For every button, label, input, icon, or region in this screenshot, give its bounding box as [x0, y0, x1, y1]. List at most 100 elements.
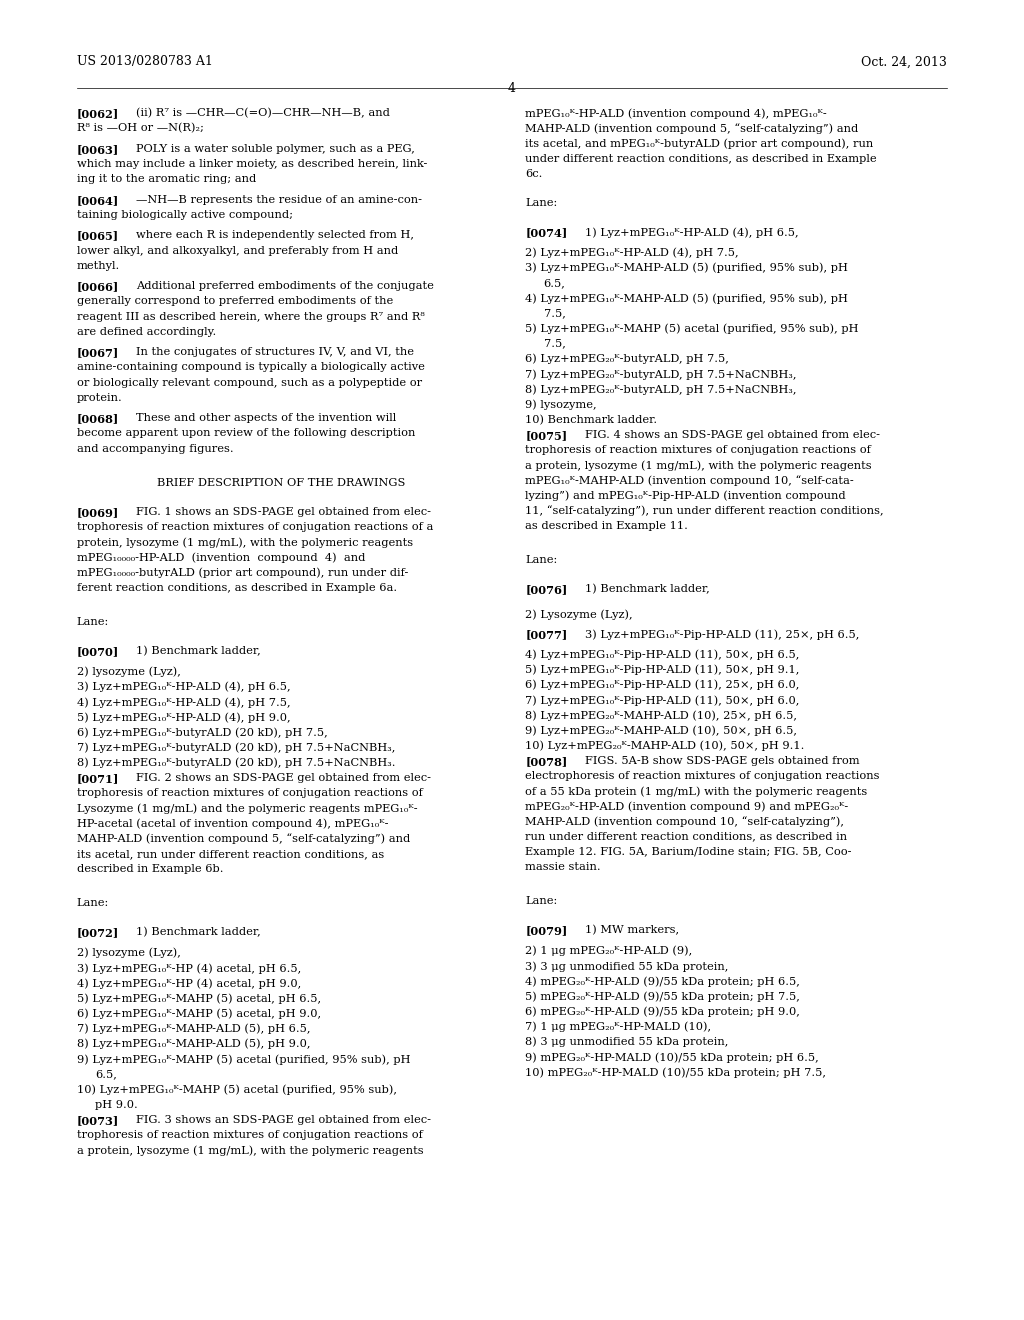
Text: [0068]: [0068] — [77, 413, 119, 424]
Text: mPEG₂₀ᴷ-HP-ALD (invention compound 9) and mPEG₂₀ᴷ-: mPEG₂₀ᴷ-HP-ALD (invention compound 9) an… — [525, 801, 849, 812]
Text: 6) Lyz+mPEG₁₀ᴷ-butyrALD (20 kD), pH 7.5,: 6) Lyz+mPEG₁₀ᴷ-butyrALD (20 kD), pH 7.5, — [77, 727, 328, 738]
Text: 4) Lyz+mPEG₁₀ᴷ-HP (4) acetal, pH 9.0,: 4) Lyz+mPEG₁₀ᴷ-HP (4) acetal, pH 9.0, — [77, 978, 301, 989]
Text: its acetal, and mPEG₁₀ᴷ-butyrALD (prior art compound), run: its acetal, and mPEG₁₀ᴷ-butyrALD (prior … — [525, 139, 873, 149]
Text: 6.5,: 6.5, — [544, 277, 565, 288]
Text: In the conjugates of structures IV, V, and VI, the: In the conjugates of structures IV, V, a… — [136, 347, 414, 358]
Text: as described in Example 11.: as described in Example 11. — [525, 520, 688, 531]
Text: trophoresis of reaction mixtures of conjugation reactions of: trophoresis of reaction mixtures of conj… — [77, 1130, 423, 1140]
Text: ing it to the aromatic ring; and: ing it to the aromatic ring; and — [77, 174, 256, 185]
Text: Lane:: Lane: — [77, 616, 109, 627]
Text: 5) Lyz+mPEG₁₀ᴷ-HP-ALD (4), pH 9.0,: 5) Lyz+mPEG₁₀ᴷ-HP-ALD (4), pH 9.0, — [77, 711, 291, 723]
Text: BRIEF DESCRIPTION OF THE DRAWINGS: BRIEF DESCRIPTION OF THE DRAWINGS — [158, 478, 406, 488]
Text: 8) Lyz+mPEG₁₀ᴷ-MAHP-ALD (5), pH 9.0,: 8) Lyz+mPEG₁₀ᴷ-MAHP-ALD (5), pH 9.0, — [77, 1039, 310, 1049]
Text: FIG. 4 shows an SDS-PAGE gel obtained from elec-: FIG. 4 shows an SDS-PAGE gel obtained fr… — [585, 429, 880, 440]
Text: Lane:: Lane: — [525, 198, 557, 209]
Text: Additional preferred embodiments of the conjugate: Additional preferred embodiments of the … — [136, 281, 434, 292]
Text: generally correspond to preferred embodiments of the: generally correspond to preferred embodi… — [77, 296, 393, 306]
Text: 1) Lyz+mPEG₁₀ᴷ-HP-ALD (4), pH 6.5,: 1) Lyz+mPEG₁₀ᴷ-HP-ALD (4), pH 6.5, — [585, 227, 799, 238]
Text: 4) Lyz+mPEG₁₀ᴷ-HP-ALD (4), pH 7.5,: 4) Lyz+mPEG₁₀ᴷ-HP-ALD (4), pH 7.5, — [77, 697, 291, 708]
Text: 3) Lyz+mPEG₁₀ᴷ-HP-ALD (4), pH 6.5,: 3) Lyz+mPEG₁₀ᴷ-HP-ALD (4), pH 6.5, — [77, 681, 291, 693]
Text: 2) lysozyme (Lyz),: 2) lysozyme (Lyz), — [77, 667, 180, 677]
Text: Lane:: Lane: — [525, 896, 557, 907]
Text: 6) Lyz+mPEG₁₀ᴷ-MAHP (5) acetal, pH 9.0,: 6) Lyz+mPEG₁₀ᴷ-MAHP (5) acetal, pH 9.0, — [77, 1008, 321, 1019]
Text: where each R is independently selected from H,: where each R is independently selected f… — [136, 230, 414, 240]
Text: [0062]: [0062] — [77, 108, 119, 119]
Text: 4) Lyz+mPEG₁₀ᴷ-MAHP-ALD (5) (purified, 95% sub), pH: 4) Lyz+mPEG₁₀ᴷ-MAHP-ALD (5) (purified, 9… — [525, 293, 848, 304]
Text: [0070]: [0070] — [77, 645, 119, 657]
Text: [0076]: [0076] — [525, 583, 567, 595]
Text: 7.5,: 7.5, — [544, 308, 565, 318]
Text: [0066]: [0066] — [77, 281, 119, 292]
Text: or biologically relevant compound, such as a polypeptide or: or biologically relevant compound, such … — [77, 378, 422, 388]
Text: 6c.: 6c. — [525, 169, 543, 180]
Text: 7.5,: 7.5, — [544, 338, 565, 348]
Text: 2) Lyz+mPEG₁₀ᴷ-HP-ALD (4), pH 7.5,: 2) Lyz+mPEG₁₀ᴷ-HP-ALD (4), pH 7.5, — [525, 247, 739, 259]
Text: 8) Lyz+mPEG₂₀ᴷ-butyrALD, pH 7.5+NaCNBH₃,: 8) Lyz+mPEG₂₀ᴷ-butyrALD, pH 7.5+NaCNBH₃, — [525, 384, 797, 395]
Text: 3) 3 μg unmodified 55 kDa protein,: 3) 3 μg unmodified 55 kDa protein, — [525, 961, 729, 972]
Text: [0069]: [0069] — [77, 507, 119, 517]
Text: 9) mPEG₂₀ᴷ-HP-MALD (10)/55 kDa protein; pH 6.5,: 9) mPEG₂₀ᴷ-HP-MALD (10)/55 kDa protein; … — [525, 1052, 819, 1063]
Text: 3) Lyz+mPEG₁₀ᴷ-MAHP-ALD (5) (purified, 95% sub), pH: 3) Lyz+mPEG₁₀ᴷ-MAHP-ALD (5) (purified, 9… — [525, 263, 848, 273]
Text: are defined accordingly.: are defined accordingly. — [77, 326, 216, 337]
Text: 8) 3 μg unmodified 55 kDa protein,: 8) 3 μg unmodified 55 kDa protein, — [525, 1036, 729, 1048]
Text: pH 9.0.: pH 9.0. — [95, 1100, 138, 1110]
Text: 10) Lyz+mPEG₁₀ᴷ-MAHP (5) acetal (purified, 95% sub),: 10) Lyz+mPEG₁₀ᴷ-MAHP (5) acetal (purifie… — [77, 1084, 397, 1096]
Text: 10) mPEG₂₀ᴷ-HP-MALD (10)/55 kDa protein; pH 7.5,: 10) mPEG₂₀ᴷ-HP-MALD (10)/55 kDa protein;… — [525, 1067, 826, 1078]
Text: trophoresis of reaction mixtures of conjugation reactions of: trophoresis of reaction mixtures of conj… — [525, 445, 871, 455]
Text: 8) Lyz+mPEG₂₀ᴷ-MAHP-ALD (10), 25×, pH 6.5,: 8) Lyz+mPEG₂₀ᴷ-MAHP-ALD (10), 25×, pH 6.… — [525, 710, 798, 721]
Text: 1) MW markers,: 1) MW markers, — [585, 925, 679, 936]
Text: [0072]: [0072] — [77, 927, 119, 939]
Text: 6.5,: 6.5, — [95, 1069, 117, 1080]
Text: Lane:: Lane: — [525, 554, 557, 565]
Text: mPEG₁₀ᴷ-MAHP-ALD (invention compound 10, “self-cata-: mPEG₁₀ᴷ-MAHP-ALD (invention compound 10,… — [525, 475, 854, 486]
Text: run under different reaction conditions, as described in: run under different reaction conditions,… — [525, 832, 848, 842]
Text: FIGS. 5A-B show SDS-PAGE gels obtained from: FIGS. 5A-B show SDS-PAGE gels obtained f… — [585, 755, 859, 766]
Text: MAHP-ALD (invention compound 10, “self-catalyzing”),: MAHP-ALD (invention compound 10, “self-c… — [525, 816, 845, 828]
Text: 10) Lyz+mPEG₂₀ᴷ-MAHP-ALD (10), 50×, pH 9.1.: 10) Lyz+mPEG₂₀ᴷ-MAHP-ALD (10), 50×, pH 9… — [525, 741, 805, 751]
Text: trophoresis of reaction mixtures of conjugation reactions of: trophoresis of reaction mixtures of conj… — [77, 788, 423, 799]
Text: reagent III as described herein, where the groups R⁷ and R⁸: reagent III as described herein, where t… — [77, 312, 425, 322]
Text: MAHP-ALD (invention compound 5, “self-catalyzing”) and: MAHP-ALD (invention compound 5, “self-ca… — [525, 123, 858, 135]
Text: HP-acetal (acetal of invention compound 4), mPEG₁₀ᴷ-: HP-acetal (acetal of invention compound … — [77, 818, 388, 829]
Text: its acetal, run under different reaction conditions, as: its acetal, run under different reaction… — [77, 849, 384, 859]
Text: 6) Lyz+mPEG₂₀ᴷ-butyrALD, pH 7.5,: 6) Lyz+mPEG₂₀ᴷ-butyrALD, pH 7.5, — [525, 354, 729, 364]
Text: and accompanying figures.: and accompanying figures. — [77, 444, 233, 454]
Text: 6) mPEG₂₀ᴷ-HP-ALD (9)/55 kDa protein; pH 9.0,: 6) mPEG₂₀ᴷ-HP-ALD (9)/55 kDa protein; pH… — [525, 1006, 800, 1018]
Text: US 2013/0280783 A1: US 2013/0280783 A1 — [77, 55, 213, 69]
Text: [0079]: [0079] — [525, 925, 567, 936]
Text: [0078]: [0078] — [525, 755, 567, 767]
Text: 5) Lyz+mPEG₁₀ᴷ-Pip-HP-ALD (11), 50×, pH 9.1,: 5) Lyz+mPEG₁₀ᴷ-Pip-HP-ALD (11), 50×, pH … — [525, 664, 800, 676]
Text: described in Example 6b.: described in Example 6b. — [77, 863, 223, 874]
Text: 2) 1 μg mPEG₂₀ᴷ-HP-ALD (9),: 2) 1 μg mPEG₂₀ᴷ-HP-ALD (9), — [525, 945, 692, 957]
Text: 9) lysozyme,: 9) lysozyme, — [525, 399, 597, 411]
Text: protein.: protein. — [77, 392, 123, 403]
Text: 9) Lyz+mPEG₁₀ᴷ-MAHP (5) acetal (purified, 95% sub), pH: 9) Lyz+mPEG₁₀ᴷ-MAHP (5) acetal (purified… — [77, 1053, 411, 1065]
Text: mPEG₁₀₀₀₀-HP-ALD  (invention  compound  4)  and: mPEG₁₀₀₀₀-HP-ALD (invention compound 4) … — [77, 552, 366, 564]
Text: Lysozyme (1 mg/mL) and the polymeric reagents mPEG₁₀ᴷ-: Lysozyme (1 mg/mL) and the polymeric rea… — [77, 803, 418, 814]
Text: 1) Benchmark ladder,: 1) Benchmark ladder, — [585, 583, 710, 594]
Text: 3) Lyz+mPEG₁₀ᴷ-Pip-HP-ALD (11), 25×, pH 6.5,: 3) Lyz+mPEG₁₀ᴷ-Pip-HP-ALD (11), 25×, pH … — [585, 628, 859, 640]
Text: massie stain.: massie stain. — [525, 862, 601, 873]
Text: 5) mPEG₂₀ᴷ-HP-ALD (9)/55 kDa protein; pH 7.5,: 5) mPEG₂₀ᴷ-HP-ALD (9)/55 kDa protein; pH… — [525, 991, 800, 1002]
Text: 11, “self-catalyzing”), run under different reaction conditions,: 11, “self-catalyzing”), run under differ… — [525, 506, 884, 516]
Text: trophoresis of reaction mixtures of conjugation reactions of a: trophoresis of reaction mixtures of conj… — [77, 521, 433, 532]
Text: electrophoresis of reaction mixtures of conjugation reactions: electrophoresis of reaction mixtures of … — [525, 771, 880, 781]
Text: 7) Lyz+mPEG₂₀ᴷ-butyrALD, pH 7.5+NaCNBH₃,: 7) Lyz+mPEG₂₀ᴷ-butyrALD, pH 7.5+NaCNBH₃, — [525, 368, 797, 380]
Text: 5) Lyz+mPEG₁₀ᴷ-MAHP (5) acetal, pH 6.5,: 5) Lyz+mPEG₁₀ᴷ-MAHP (5) acetal, pH 6.5, — [77, 993, 321, 1005]
Text: 7) Lyz+mPEG₁₀ᴷ-Pip-HP-ALD (11), 50×, pH 6.0,: 7) Lyz+mPEG₁₀ᴷ-Pip-HP-ALD (11), 50×, pH … — [525, 694, 800, 706]
Text: under different reaction conditions, as described in Example: under different reaction conditions, as … — [525, 153, 877, 164]
Text: (ii) R⁷ is —CHR—C(=O)—CHR—NH—B, and: (ii) R⁷ is —CHR—C(=O)—CHR—NH—B, and — [136, 108, 390, 119]
Text: 2) Lysozyme (Lyz),: 2) Lysozyme (Lyz), — [525, 609, 633, 620]
Text: [0067]: [0067] — [77, 347, 119, 358]
Text: [0063]: [0063] — [77, 144, 119, 154]
Text: FIG. 3 shows an SDS-PAGE gel obtained from elec-: FIG. 3 shows an SDS-PAGE gel obtained fr… — [136, 1114, 431, 1125]
Text: 4) Lyz+mPEG₁₀ᴷ-Pip-HP-ALD (11), 50×, pH 6.5,: 4) Lyz+mPEG₁₀ᴷ-Pip-HP-ALD (11), 50×, pH … — [525, 649, 800, 660]
Text: 1) Benchmark ladder,: 1) Benchmark ladder, — [136, 927, 261, 937]
Text: These and other aspects of the invention will: These and other aspects of the invention… — [136, 413, 396, 424]
Text: 7) 1 μg mPEG₂₀ᴷ-HP-MALD (10),: 7) 1 μg mPEG₂₀ᴷ-HP-MALD (10), — [525, 1022, 712, 1032]
Text: 8) Lyz+mPEG₁₀ᴷ-butyrALD (20 kD), pH 7.5+NaCNBH₃.: 8) Lyz+mPEG₁₀ᴷ-butyrALD (20 kD), pH 7.5+… — [77, 758, 395, 768]
Text: lyzing”) and mPEG₁₀ᴷ-Pip-HP-ALD (invention compound: lyzing”) and mPEG₁₀ᴷ-Pip-HP-ALD (inventi… — [525, 490, 846, 502]
Text: 3) Lyz+mPEG₁₀ᴷ-HP (4) acetal, pH 6.5,: 3) Lyz+mPEG₁₀ᴷ-HP (4) acetal, pH 6.5, — [77, 962, 301, 974]
Text: a protein, lysozyme (1 mg/mL), with the polymeric reagents: a protein, lysozyme (1 mg/mL), with the … — [525, 459, 872, 471]
Text: ferent reaction conditions, as described in Example 6a.: ferent reaction conditions, as described… — [77, 582, 397, 593]
